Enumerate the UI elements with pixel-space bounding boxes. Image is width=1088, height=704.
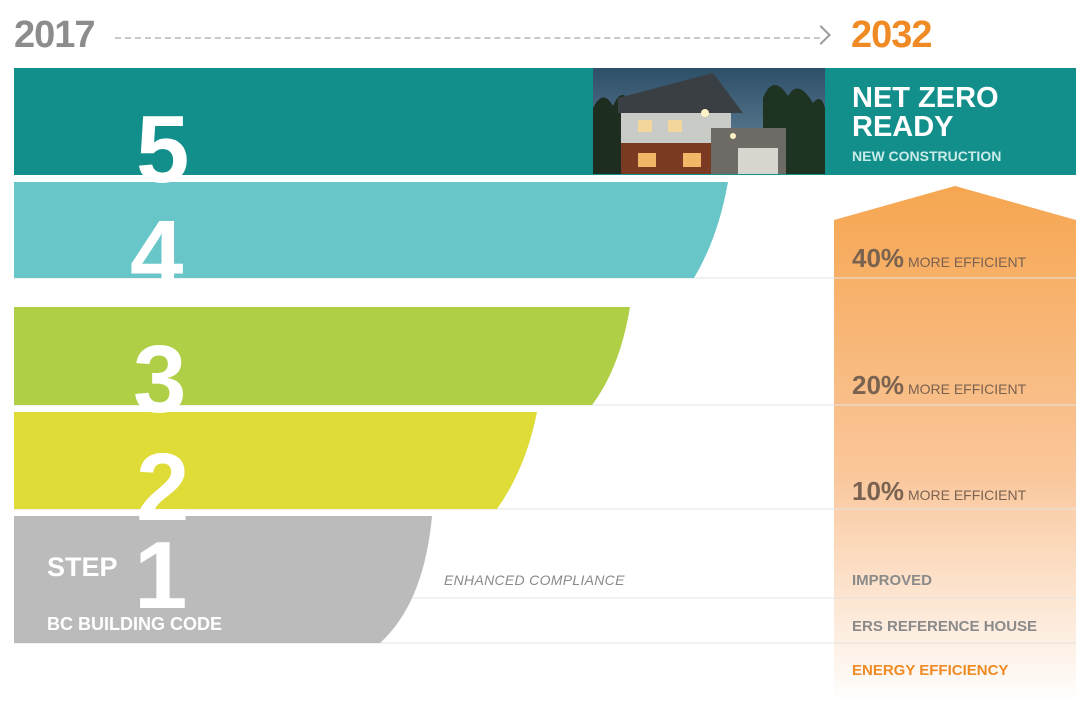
- step-5-number: 5: [136, 96, 190, 203]
- enhanced-compliance-label: ENHANCED COMPLIANCE: [444, 572, 625, 588]
- efficiency-40-label: 40% MORE EFFICIENT: [852, 243, 1026, 274]
- efficiency-arrow: [834, 186, 1076, 704]
- timeline-dashed-line: [115, 37, 820, 39]
- efficiency-20-label: 20% MORE EFFICIENT: [852, 370, 1026, 401]
- step-2-number: 2: [136, 434, 190, 541]
- bc-building-code-label: BC BUILDING CODE: [47, 614, 222, 634]
- step-1-number: 1: [134, 522, 188, 629]
- step-word: STEP: [47, 552, 118, 582]
- ers-reference-label: ERS REFERENCE HOUSE: [852, 618, 1038, 635]
- efficiency-percent: 40%: [852, 243, 905, 273]
- step-3-number: 3: [133, 326, 187, 433]
- efficiency-text: MORE EFFICIENT: [907, 254, 1027, 270]
- step-1-band: [14, 516, 432, 643]
- net-zero-subtitle: NEW CONSTRUCTION: [852, 148, 1002, 164]
- step-4-number: 4: [130, 201, 184, 308]
- efficiency-text: MORE EFFICIENT: [907, 381, 1027, 397]
- efficiency-percent: 20%: [852, 370, 905, 400]
- step-3-band: [14, 307, 630, 405]
- end-year: 2032: [851, 14, 933, 56]
- step-5-band: [14, 68, 1076, 175]
- house-photo: [593, 68, 825, 174]
- step-4-band: [14, 182, 728, 278]
- start-year: 2017: [14, 14, 96, 56]
- net-zero-title: NET ZERO READY: [852, 82, 999, 143]
- energy-efficiency-label: ENERGY EFFICIENCY: [852, 662, 1009, 679]
- efficiency-text: MORE EFFICIENT: [907, 487, 1027, 503]
- improved-label: IMPROVED: [852, 572, 933, 589]
- step-2-band: [14, 412, 537, 509]
- efficiency-10-label: 10% MORE EFFICIENT: [852, 476, 1026, 507]
- efficiency-percent: 10%: [852, 476, 905, 506]
